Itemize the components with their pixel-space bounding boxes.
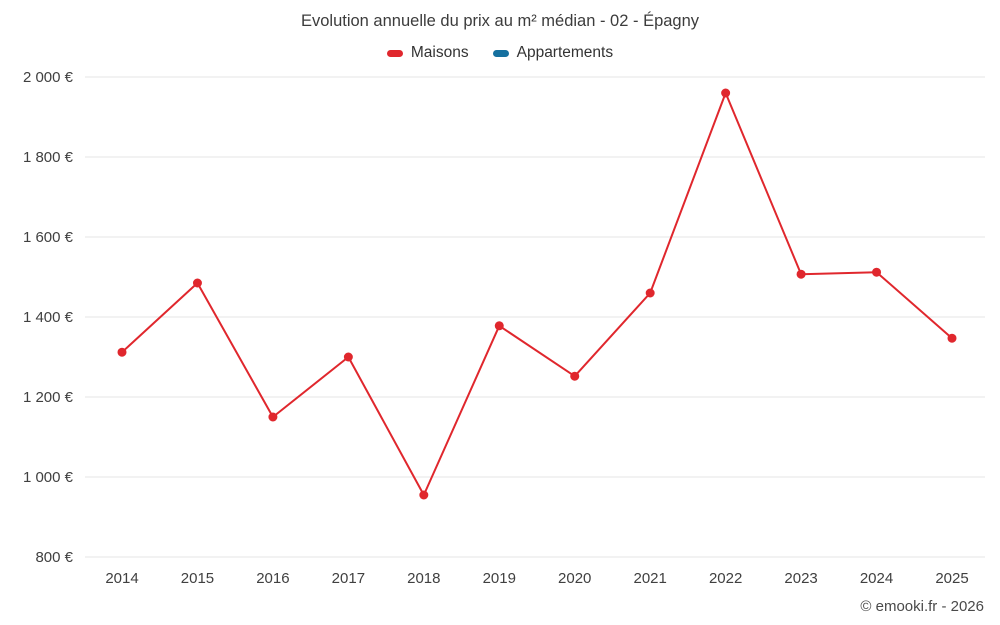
data-point-maisons-2020[interactable] — [570, 371, 580, 381]
data-point-maisons-2022[interactable] — [721, 88, 731, 98]
x-axis-tick-label: 2014 — [105, 570, 138, 587]
data-point-maisons-2023[interactable] — [796, 269, 806, 279]
series-line-maisons — [121, 92, 953, 496]
maisons-series-swatch-icon — [386, 49, 403, 57]
x-axis-tick-label: 2025 — [935, 570, 968, 587]
y-axis-tick-label: 1 400 € — [23, 309, 74, 326]
chart-title: Evolution annuelle du prix au m² médian … — [300, 12, 700, 30]
y-axis-tick-label: 1 200 € — [23, 389, 74, 406]
data-point-maisons-2016[interactable] — [268, 412, 278, 422]
legend-label-appartements: Appartements — [516, 44, 614, 61]
data-point-maisons-2015[interactable] — [192, 278, 202, 288]
data-point-maisons-2018[interactable] — [419, 490, 429, 500]
x-axis-tick-label: 2015 — [181, 570, 214, 587]
x-axis-tick-label: 2021 — [633, 570, 666, 587]
chart-legend: Maisons Appartements — [0, 44, 1000, 62]
data-point-maisons-2014[interactable] — [117, 347, 127, 357]
y-axis-tick-label: 1 000 € — [23, 469, 74, 486]
x-axis-tick-label: 2019 — [483, 570, 516, 587]
appartements-series-swatch-icon — [492, 49, 509, 57]
x-axis-tick-label: 2024 — [860, 570, 893, 587]
data-point-maisons-2025[interactable] — [947, 333, 957, 343]
data-point-maisons-2024[interactable] — [872, 267, 882, 277]
y-axis-tick-label: 800 € — [35, 549, 73, 566]
data-point-maisons-2017[interactable] — [343, 352, 353, 362]
x-axis-tick-label: 2016 — [256, 570, 289, 587]
x-axis-tick-label: 2017 — [332, 570, 365, 587]
data-point-maisons-2019[interactable] — [494, 321, 504, 331]
y-axis-tick-label: 1 600 € — [23, 229, 74, 246]
x-axis-tick-label: 2018 — [407, 570, 440, 587]
y-axis-tick-label: 1 800 € — [23, 149, 74, 166]
data-point-maisons-2021[interactable] — [645, 288, 655, 298]
x-axis-tick-label: 2023 — [784, 570, 817, 587]
legend-item-maisons[interactable]: Maisons — [386, 44, 469, 62]
legend-label-maisons: Maisons — [410, 44, 469, 61]
copyright-text: © emooki.fr - 2026 — [860, 598, 984, 615]
y-axis-tick-label: 2 000 € — [23, 69, 74, 86]
x-axis-tick-label: 2022 — [709, 570, 742, 587]
legend-item-appartements[interactable]: Appartements — [492, 44, 614, 62]
x-axis-tick-label: 2020 — [558, 570, 591, 587]
